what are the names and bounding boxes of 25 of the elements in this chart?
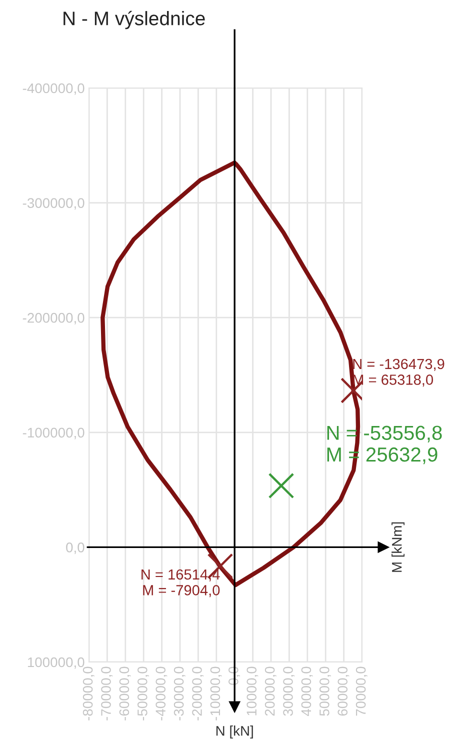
x-tick-label: -20000,0 <box>192 666 204 720</box>
y-tick-label: -200000,0 <box>22 312 84 324</box>
x-tick-label: -30000,0 <box>174 666 186 720</box>
text: N [kN] <box>216 726 253 738</box>
x-tick-label: -70000,0 <box>101 666 113 720</box>
x-tick-label: 70000,0 <box>356 666 368 716</box>
y-tick-label: -400000,0 <box>22 83 84 95</box>
x-tick-label: 60000,0 <box>338 666 350 716</box>
y-tick-label: -300000,0 <box>22 198 84 210</box>
x-tick-label: 40000,0 <box>301 666 313 716</box>
x-tick-label: -10000,0 <box>210 666 222 720</box>
y-tick-label: 0,0 <box>66 542 84 554</box>
x-tick-label: 10000,0 <box>246 666 258 716</box>
x-tick-label: 30000,0 <box>283 666 295 716</box>
y-tick-label: -100000,0 <box>22 428 84 440</box>
text: M [kNm] <box>392 522 405 572</box>
x-tick-label: -40000,0 <box>156 666 168 720</box>
chart-title: N - M výslednice <box>64 10 205 30</box>
y-tick-label: 100000,0 <box>28 657 84 669</box>
point <box>268 472 294 499</box>
x-tick-label: 20000,0 <box>264 666 276 716</box>
x-tick-label: 50000,0 <box>319 666 331 716</box>
x-tick-label: -50000,0 <box>137 666 149 720</box>
x-tick-label: -60000,0 <box>119 666 131 720</box>
x-tick-label: -80000,0 <box>82 666 94 720</box>
